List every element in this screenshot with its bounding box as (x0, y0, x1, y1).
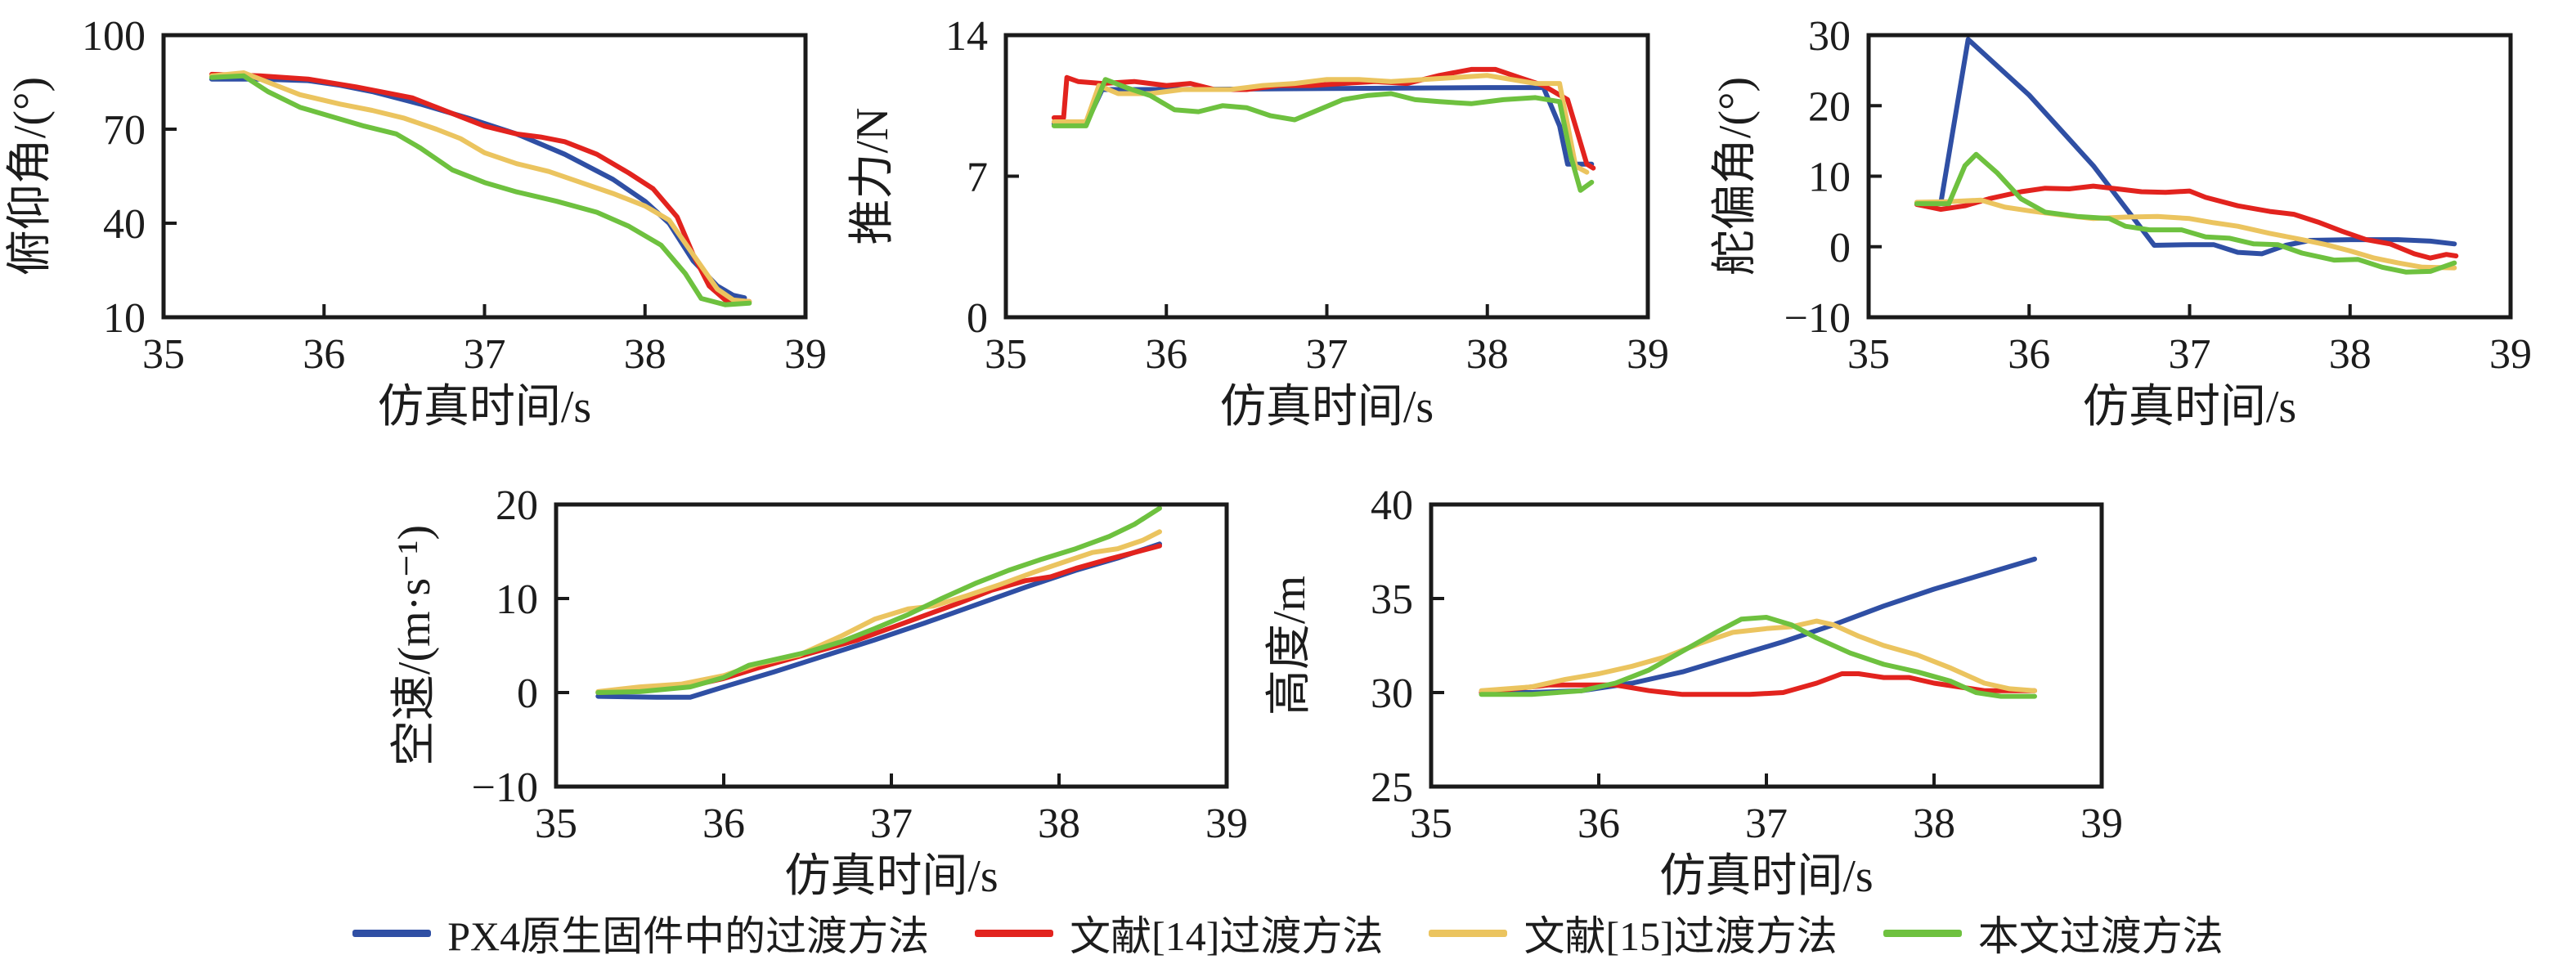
series-line (1914, 197, 2457, 271)
series-line (1051, 73, 1590, 175)
y-tick-label: 100 (82, 13, 146, 60)
legend-item: PX4原生固件中的过渡方法 (352, 903, 929, 962)
airspeed-plot: 35 36 37 38 39 −10 0 10 20 仿真时间/s 空速/(m·s⁻¹) (389, 482, 1248, 902)
legend-item: 文献[14]过渡方法 (975, 903, 1383, 962)
x-tick-label: 36 (303, 331, 345, 378)
legend-item-label: 本文过渡方法 (1977, 913, 2224, 959)
x-axis-label: 仿真时间/s (2083, 382, 2296, 433)
altitude-plot: 35 36 37 38 39 25 30 35 40 仿真时间/s 高度/m (1264, 482, 2123, 902)
y-tick-label: 30 (1808, 13, 1851, 60)
x-tick-label: 37 (1306, 331, 1349, 378)
legend-item: 文献[15]过渡方法 (1429, 903, 1838, 962)
x-tick-label: 38 (1913, 800, 1955, 847)
x-tick-label: 35 (1847, 331, 1890, 378)
series-line (1479, 671, 2037, 697)
legend-item: 本文过渡方法 (1883, 903, 2224, 962)
x-tick-label: 37 (464, 331, 506, 378)
thrust-plot: 35 36 37 38 39 0 7 14 仿真时间/s 推力/N (847, 13, 1669, 433)
series-line (209, 76, 747, 301)
chart-thrust: 35 36 37 38 39 0 7 14 仿真时间/s 推力/N (842, 7, 1701, 469)
x-tick-label: 38 (1038, 800, 1080, 847)
series-line (1051, 66, 1596, 171)
y-tick-label: 30 (1371, 670, 1413, 717)
x-axis-label: 仿真时间/s (378, 382, 591, 433)
y-axis-label: 高度/m (1264, 576, 1315, 715)
y-tick-label: 0 (967, 295, 988, 342)
x-tick-label: 35 (142, 331, 185, 378)
y-tick-label: 35 (1371, 576, 1413, 623)
pitch-angle-plot: 35 36 37 38 39 10 40 70 100 仿真时间/s 俯仰角/(°) (5, 13, 827, 433)
x-tick-label: 39 (2489, 331, 2532, 378)
y-tick-label: 25 (1371, 764, 1413, 811)
y-axis-label: 空速/(m·s⁻¹) (389, 525, 440, 766)
y-tick-label: 70 (103, 107, 146, 154)
chart-airspeed: 35 36 37 38 39 −10 0 10 20 仿真时间/s 空速/(m·s⁻¹) (384, 470, 1259, 908)
legend: PX4原生固件中的过渡方法 文献[14]过渡方法 文献[15]过渡方法 本文过渡方法 (0, 904, 2576, 962)
series-line (1051, 77, 1595, 193)
y-tick-label: 10 (103, 295, 146, 342)
series-line (209, 70, 752, 304)
rudder-deflection-plot: 35 36 37 38 39 −10 0 10 20 30 仿真时间/s 舵偏角/(°) (1710, 13, 2532, 433)
y-axis-label: 俯仰角/(°) (5, 77, 56, 276)
x-tick-label: 39 (2080, 800, 2123, 847)
x-tick-label: 35 (535, 800, 577, 847)
x-tick-label: 39 (1627, 331, 1669, 378)
legend-swatch-line (975, 929, 1054, 937)
y-tick-label: 7 (967, 155, 988, 201)
x-tick-label: 35 (1410, 800, 1452, 847)
chart-altitude: 35 36 37 38 39 25 30 35 40 仿真时间/s 高度/m (1259, 470, 2134, 908)
x-tick-label: 36 (1577, 800, 1620, 847)
series-line (1479, 615, 2037, 699)
x-tick-label: 35 (985, 331, 1027, 378)
series-line (1914, 183, 2459, 261)
y-axis-label: 舵偏角/(°) (1710, 77, 1761, 276)
y-tick-label: −10 (1784, 295, 1851, 342)
legend-item-label: 文献[15]过渡方法 (1524, 913, 1838, 959)
x-tick-label: 37 (2169, 331, 2211, 378)
series-line (1914, 151, 2457, 275)
x-axis-label: 仿真时间/s (784, 851, 998, 902)
y-tick-label: 10 (496, 576, 538, 623)
x-tick-label: 38 (1466, 331, 1509, 378)
y-tick-label: 14 (945, 13, 988, 60)
x-axis-label: 仿真时间/s (1659, 851, 1873, 902)
y-tick-label: 20 (1808, 83, 1851, 130)
x-tick-label: 39 (1205, 800, 1248, 847)
series-line (595, 529, 1162, 694)
legend-swatch-line (1429, 929, 1508, 937)
y-tick-label: 20 (496, 482, 538, 529)
legend-item-label: 文献[14]过渡方法 (1070, 913, 1384, 959)
chart-pitch-angle: 35 36 37 38 39 10 40 70 100 仿真时间/s 俯仰角/(°) (0, 7, 859, 469)
y-tick-label: 10 (1808, 155, 1851, 201)
x-tick-label: 36 (1145, 331, 1187, 378)
y-tick-label: 40 (103, 201, 146, 248)
series-line (595, 505, 1162, 695)
series-line (209, 73, 752, 307)
x-tick-label: 38 (624, 331, 666, 378)
x-tick-label: 37 (870, 800, 913, 847)
x-axis-label: 仿真时间/s (1220, 382, 1434, 433)
x-tick-label: 36 (702, 800, 745, 847)
legend-swatch-line (352, 929, 432, 937)
x-tick-label: 38 (2329, 331, 2372, 378)
y-tick-label: 0 (517, 670, 538, 717)
chart-rudder-deflection: 35 36 37 38 39 −10 0 10 20 30 仿真时间/s 舵偏角/(°) (1705, 7, 2564, 469)
x-tick-label: 39 (784, 331, 827, 378)
x-tick-label: 36 (2008, 331, 2050, 378)
y-axis-label: 推力/N (847, 108, 898, 245)
y-tick-label: 40 (1371, 482, 1413, 529)
x-tick-label: 37 (1745, 800, 1788, 847)
series-line (1914, 37, 2457, 257)
series-line (209, 71, 752, 304)
legend-item-label: PX4原生固件中的过渡方法 (447, 913, 930, 959)
plot-border (1866, 33, 2513, 320)
series-line (1479, 556, 2037, 695)
legend-swatch-line (1883, 929, 1962, 937)
y-tick-label: −10 (472, 764, 538, 811)
y-tick-label: 0 (1829, 225, 1851, 271)
